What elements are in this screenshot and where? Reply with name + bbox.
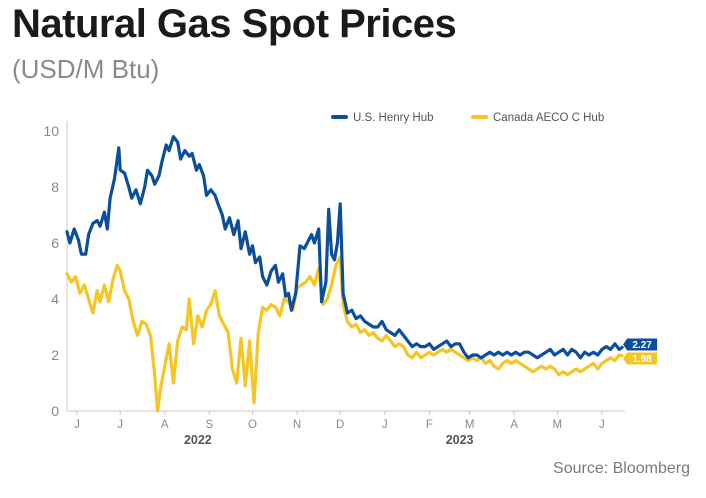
- x-tick-label: J: [382, 419, 388, 431]
- x-tick-label: N: [293, 419, 301, 431]
- henry-hub-end-label: 2.27: [632, 340, 652, 351]
- legend-henry-hub-label: U.S. Henry Hub: [353, 112, 434, 124]
- x-year-label: 2022: [184, 433, 212, 447]
- aeco-end-tag: [623, 352, 658, 365]
- chart-title: Natural Gas Spot Prices: [12, 2, 457, 46]
- x-tick-label: A: [161, 419, 169, 431]
- y-tick-label: 10: [43, 123, 59, 139]
- source-note: Source: Bloomberg: [553, 460, 690, 477]
- x-tick-label: M: [465, 419, 475, 431]
- y-axis-labels: 0 2 4 6 8 10: [43, 123, 59, 419]
- chart-axes: [66, 121, 625, 412]
- x-tick-label: A: [510, 419, 518, 431]
- x-tick-label: S: [205, 419, 213, 431]
- aeco-end-label: 1.98: [632, 354, 652, 365]
- x-axis-labels: J J A S O N D J F M A M J 2022 2023: [74, 411, 605, 447]
- y-tick-label: 0: [51, 403, 59, 419]
- x-year-label: 2023: [446, 433, 474, 447]
- series-layer: [65, 135, 624, 413]
- legend-aeco-label: Canada AECO C Hub: [493, 112, 604, 124]
- y-tick-label: 2: [51, 347, 59, 363]
- y-tick-label: 8: [51, 179, 59, 195]
- x-tick-label: J: [599, 419, 605, 431]
- chart-subtitle: (USD/M Btu): [12, 54, 160, 84]
- x-tick-label: M: [553, 419, 563, 431]
- henry-hub-line: [65, 135, 624, 360]
- x-tick-label: J: [117, 419, 123, 431]
- x-tick-label: D: [336, 419, 344, 431]
- henry-hub-end-tag: [623, 338, 658, 351]
- chart-legend: U.S. Henry Hub Canada AECO C Hub: [331, 112, 604, 124]
- y-tick-label: 4: [51, 291, 59, 307]
- x-tick-label: F: [426, 419, 433, 431]
- end-value-tags: 2.27 1.98: [623, 338, 658, 365]
- y-tick-label: 6: [51, 235, 59, 251]
- x-tick-label: J: [74, 419, 80, 431]
- x-tick-label: O: [248, 419, 257, 431]
- aeco-line: [65, 255, 624, 413]
